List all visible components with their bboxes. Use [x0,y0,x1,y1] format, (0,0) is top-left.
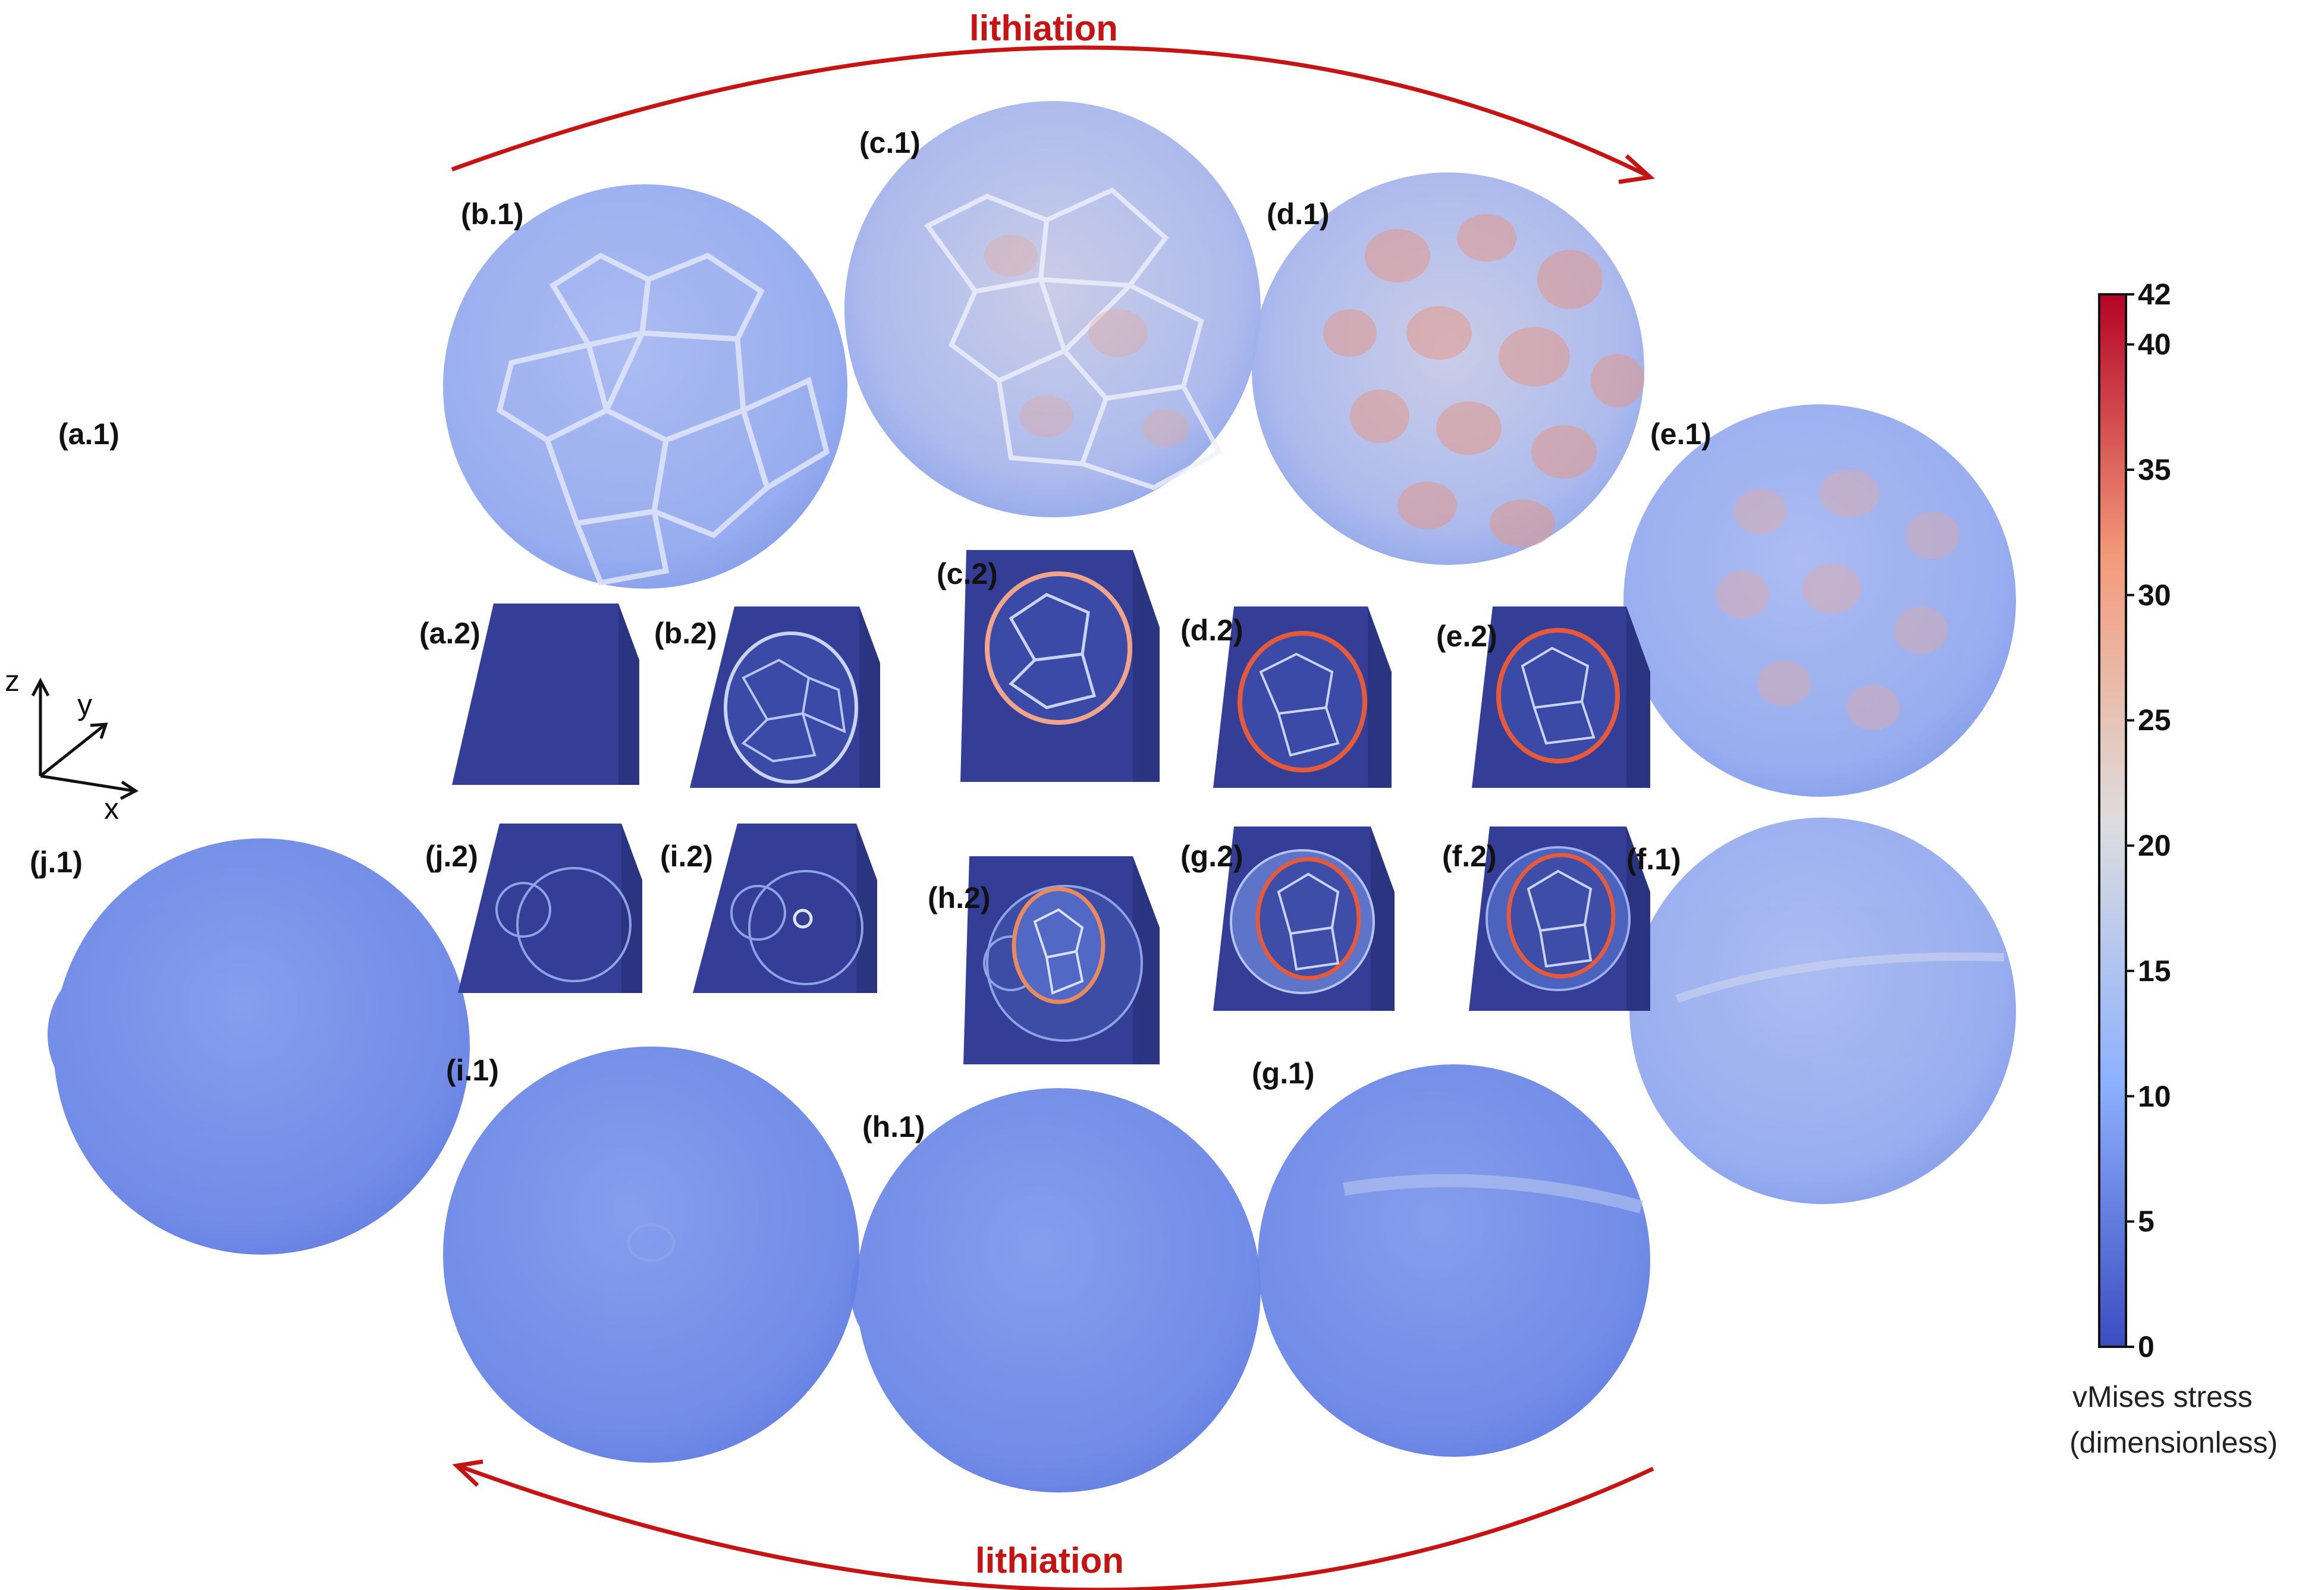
axis-y-label: y [77,688,92,721]
slice-e2 [1472,607,1650,788]
slice-h2 [963,856,1160,1064]
colorbar-ticks [2126,293,2134,1348]
colorbar-tick-label: 42 [2138,278,2171,311]
panel-label-j1: (j.1) [30,846,83,879]
colorbar-tick-label: 35 [2138,453,2171,486]
panel-label-b2: (b.2) [654,617,717,650]
particle-e1 [1623,404,2016,797]
panel-label-a2: (a.2) [419,617,480,650]
particle-d1 [1252,172,1644,565]
slice-g2 [1213,827,1395,1011]
panel-label-g2: (g.2) [1180,840,1243,873]
panel-label-i2: (i.2) [660,840,713,873]
particle-f1 [1629,818,2016,1204]
panel-label-d1: (d.1) [1267,197,1330,231]
particle-j1 [48,838,470,1255]
slice-d2 [1213,607,1392,788]
colorbar-title-line2: (dimensionless) [2069,1426,2278,1459]
colorbar-gradient [2098,293,2127,1348]
panel-label-a1: (a.1) [58,417,120,451]
axis-x-label: x [104,792,119,825]
particle-b1 [443,184,847,589]
panel-label-f1: (f.1) [1626,843,1681,876]
colorbar-tick-label: 25 [2138,703,2171,737]
slice-c2 [960,550,1160,782]
lithiation-arrow-top-head [1618,154,1655,184]
colorbar-tick-label: 10 [2138,1079,2171,1113]
panel-label-g1: (g.1) [1252,1057,1315,1090]
lithiation-arrow-bottom-head [452,1459,483,1487]
panel-label-h2: (h.2) [928,881,991,915]
panel-label-b1: (b.1) [461,197,524,231]
colorbar-tick-label: 30 [2138,578,2171,612]
panel-label-c2: (c.2) [937,557,998,590]
panel-label-e1: (e.1) [1650,417,1711,451]
colorbar-tick-label: 20 [2138,829,2171,863]
particle-g1 [1258,1064,1650,1457]
panel-label-e2: (e.2) [1436,620,1497,653]
panel-label-h1: (h.1) [862,1110,925,1143]
axis-z-label: z [5,664,20,697]
lithiation-label-bottom: lithiation [975,1541,1124,1580]
particle-c1 [844,101,1261,517]
colorbar-tick-label: 40 [2138,328,2171,362]
particle-i1 [443,1047,859,1463]
panel-label-f2: (f.2) [1442,840,1497,873]
slice-i2 [693,824,877,993]
colorbar-tick-label: 5 [2138,1205,2155,1239]
particle-h1 [850,1088,1261,1492]
slice-a2 [452,604,639,785]
panel-label-j2: (j.2) [425,840,478,873]
panel-label-i1: (i.1) [446,1054,499,1087]
slice-j2 [458,824,642,993]
slice-b2 [690,607,880,788]
colorbar-tick-label: 0 [2138,1330,2155,1363]
colorbar-tick-label: 15 [2138,954,2171,988]
axis-triad [31,677,139,800]
lithiation-arrow-top [451,45,1648,178]
panel-label-d2: (d.2) [1180,614,1243,647]
slice-f2 [1469,827,1650,1011]
panel-label-c1: (c.1) [859,126,921,159]
colorbar-title-line1: vMises stress [2072,1380,2253,1413]
lithiation-label-top: lithiation [969,8,1118,48]
